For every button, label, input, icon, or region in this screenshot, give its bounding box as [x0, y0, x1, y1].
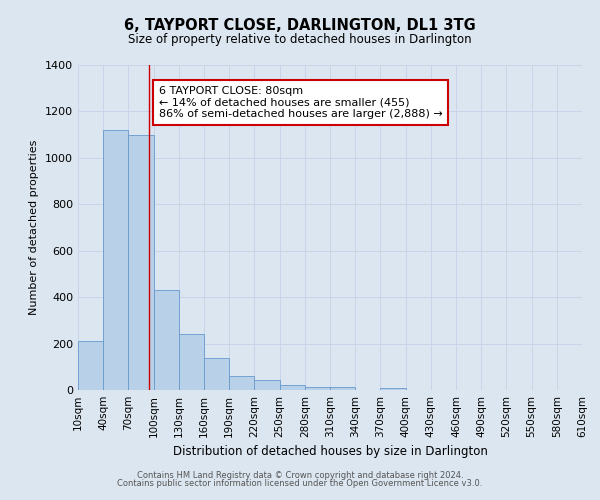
Bar	[330, 386, 355, 390]
Y-axis label: Number of detached properties: Number of detached properties	[29, 140, 40, 315]
Text: 6 TAYPORT CLOSE: 80sqm
← 14% of detached houses are smaller (455)
86% of semi-de: 6 TAYPORT CLOSE: 80sqm ← 14% of detached…	[158, 86, 442, 119]
Bar	[179, 334, 204, 390]
Bar	[154, 290, 179, 390]
Bar	[128, 134, 154, 390]
Bar	[380, 388, 406, 390]
Bar	[78, 341, 103, 390]
Text: Size of property relative to detached houses in Darlington: Size of property relative to detached ho…	[128, 32, 472, 46]
Bar	[204, 358, 229, 390]
X-axis label: Distribution of detached houses by size in Darlington: Distribution of detached houses by size …	[173, 445, 487, 458]
Bar	[280, 386, 305, 390]
Text: Contains public sector information licensed under the Open Government Licence v3: Contains public sector information licen…	[118, 478, 482, 488]
Bar	[254, 380, 280, 390]
Text: 6, TAYPORT CLOSE, DARLINGTON, DL1 3TG: 6, TAYPORT CLOSE, DARLINGTON, DL1 3TG	[124, 18, 476, 32]
Bar	[229, 376, 254, 390]
Text: Contains HM Land Registry data © Crown copyright and database right 2024.: Contains HM Land Registry data © Crown c…	[137, 471, 463, 480]
Bar	[305, 386, 330, 390]
Bar	[103, 130, 128, 390]
